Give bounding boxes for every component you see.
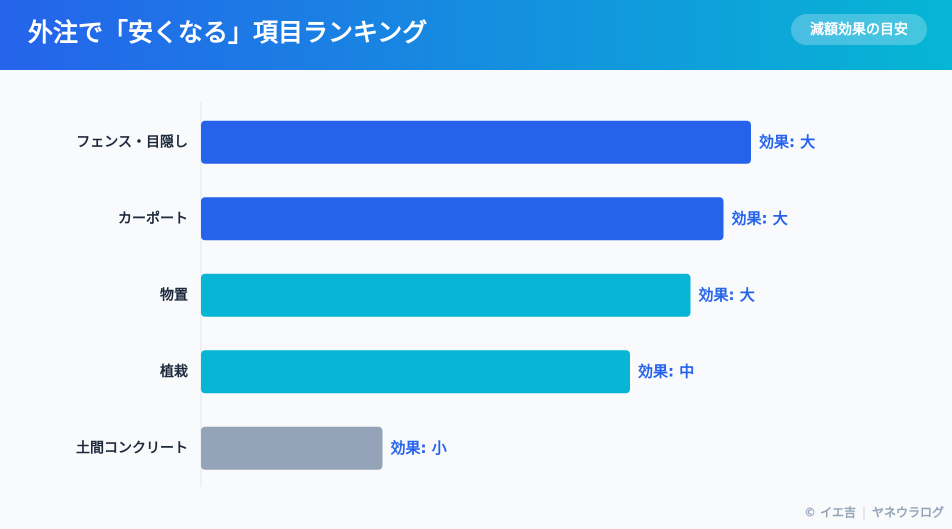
effect-label: 効果: 大 xyxy=(699,286,755,304)
effect-label: 効果: 大 xyxy=(759,133,815,151)
category-label: フェンス・目隠し xyxy=(76,133,188,150)
category-label: 土間コンクリート xyxy=(76,439,188,456)
footer-source: ヤネウラログ xyxy=(872,505,944,520)
header xyxy=(0,0,952,70)
category-label: カーポート xyxy=(118,210,188,227)
effect-label: 効果: 小 xyxy=(391,439,447,457)
category-label: 物置 xyxy=(160,286,188,303)
bar xyxy=(201,197,724,241)
category-label: 植栽 xyxy=(159,363,188,380)
effect-label: 効果: 中 xyxy=(638,362,694,380)
bar xyxy=(201,120,751,164)
bar xyxy=(201,273,691,317)
footer-source: © イエ吉 xyxy=(804,505,856,520)
badge xyxy=(791,14,927,45)
effect-label: 効果: 大 xyxy=(732,209,788,227)
badge-text: 減額効果の目安 xyxy=(810,21,908,38)
chart-title: 外注で「安くなる」項目ランキング xyxy=(28,18,427,47)
bar xyxy=(201,426,383,470)
bar xyxy=(201,350,630,394)
